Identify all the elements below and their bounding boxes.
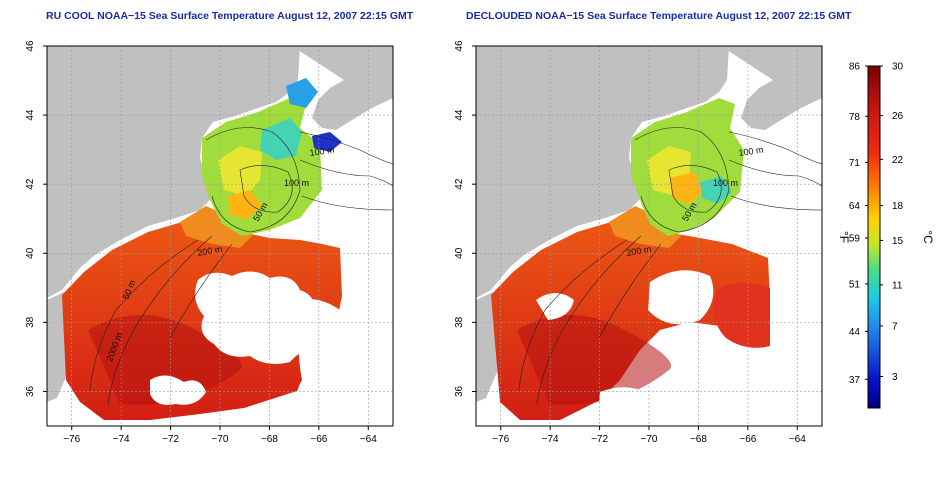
y-tick-label: 40 [454, 247, 465, 259]
colorbar-f-label: 78 [849, 112, 861, 123]
y-tick-label: 38 [454, 316, 465, 328]
bathymetry-contours [89, 127, 393, 405]
colorbar-f-unit: °F [837, 231, 851, 243]
contour-label: 100 m [713, 178, 738, 188]
bathymetry-contours [518, 127, 822, 405]
x-tick-label: −68 [261, 434, 278, 445]
bay-of-fundy-blue [312, 132, 342, 152]
colorbar-c-label: 18 [892, 201, 904, 212]
cloud-mass [195, 271, 324, 364]
colorbar-f-label: 71 [849, 158, 861, 169]
cloud-gap [648, 270, 714, 325]
land-mass [47, 46, 300, 298]
frontal-orange-band [180, 206, 252, 248]
cloud-gap-south [599, 387, 658, 426]
x-tick-label: −74 [113, 434, 130, 445]
cloud-gap-coast [536, 293, 574, 320]
colorbar-c-label: 11 [892, 280, 903, 291]
left-chart-title: RU COOL NOAA−15 Sea Surface Temperature … [46, 10, 414, 22]
colorbar-c-unit: °C [921, 230, 935, 244]
georges-bank-cyan [260, 118, 302, 160]
left-map [47, 46, 393, 426]
colorbar-c-label: 22 [892, 155, 904, 166]
colorbar-c-label: 26 [892, 111, 904, 122]
colorbar-f-label: 86 [849, 62, 861, 73]
contour-label: 100 m [738, 145, 764, 158]
nova-scotia-land [292, 46, 393, 130]
x-tick-label: −66 [310, 434, 327, 445]
frontal-orange-band [609, 206, 681, 248]
georges-bank-cyan [700, 176, 732, 204]
cloud-patch [150, 375, 206, 405]
y-tick-label: 40 [25, 247, 36, 259]
dark-red-core [88, 315, 243, 405]
colorbar-c-label: 15 [892, 236, 904, 247]
decloud-offshore-warm [713, 282, 770, 348]
x-tick-label: −70 [641, 434, 658, 445]
colorbar [867, 65, 881, 409]
x-tick-label: −72 [162, 434, 179, 445]
colorbar-c-label: 7 [892, 321, 898, 332]
x-tick-label: −64 [360, 434, 377, 445]
y-tick-label: 36 [25, 385, 36, 397]
colorbar-f-label: 37 [849, 375, 861, 386]
y-tick-label: 46 [454, 40, 465, 52]
contour-label: 200 m [626, 244, 652, 258]
colorbar-f-label: 59 [849, 234, 861, 245]
x-tick-label: −64 [789, 434, 806, 445]
y-tick-label: 42 [454, 178, 465, 190]
y-tick-label: 44 [25, 109, 36, 121]
colorbar-f-label: 64 [849, 201, 861, 212]
x-tick-label: −76 [63, 434, 80, 445]
contour-label: 200 m [197, 244, 223, 258]
x-tick-label: −72 [591, 434, 608, 445]
gom-orange-patch [670, 172, 704, 204]
contour-label: 100 m [309, 145, 335, 158]
y-tick-label: 44 [454, 109, 465, 121]
x-tick-label: −70 [212, 434, 229, 445]
x-tick-label: −66 [739, 434, 756, 445]
colorbar-c-label: 3 [892, 372, 898, 383]
colorbar-c-label: 30 [892, 62, 904, 73]
right-chart-title: DECLOUDED NOAA−15 Sea Surface Temperatur… [466, 10, 852, 22]
x-tick-label: −76 [492, 434, 509, 445]
gom-orange-patch [228, 190, 262, 220]
y-tick-label: 36 [454, 385, 465, 397]
dark-red-core [517, 315, 672, 405]
colorbar-f-label: 44 [849, 327, 861, 338]
y-tick-label: 42 [25, 178, 36, 190]
y-tick-label: 38 [25, 316, 36, 328]
y-tick-label: 46 [25, 40, 36, 52]
coastal-maine-blue [286, 78, 318, 108]
x-tick-label: −68 [690, 434, 707, 445]
contour-label: 100 m [284, 178, 309, 188]
colorbar-f-label: 51 [849, 279, 861, 290]
nova-scotia-land [721, 46, 822, 130]
x-tick-label: −74 [542, 434, 559, 445]
land-mass [476, 46, 729, 298]
